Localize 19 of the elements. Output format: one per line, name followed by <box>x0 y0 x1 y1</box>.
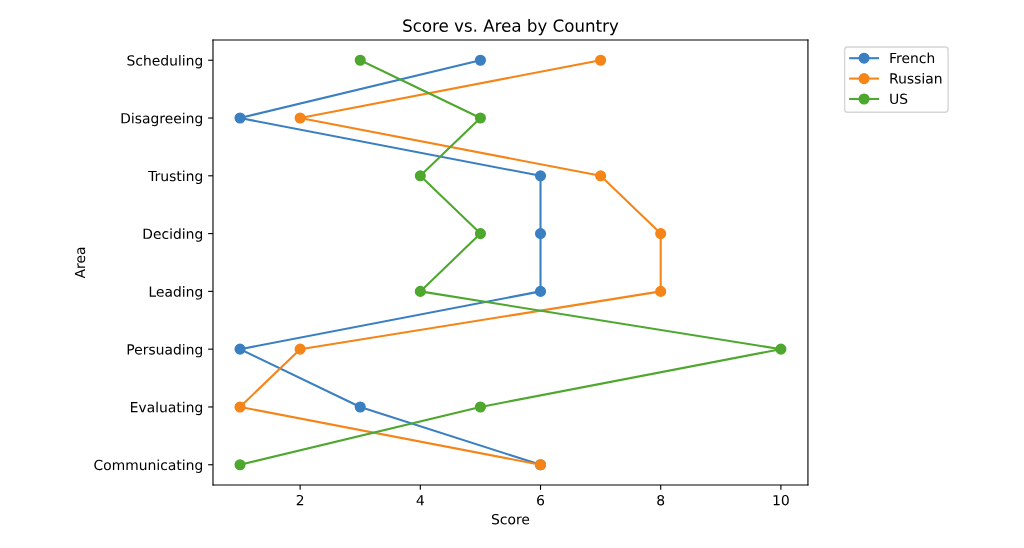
y-tick-label: Disagreeing <box>121 112 203 127</box>
y-axis-title: Area <box>74 247 86 279</box>
y-tick-label: Leading <box>149 286 202 300</box>
y-tick-label: Communicating <box>94 459 203 473</box>
y-tick-label: Trusting <box>148 170 203 184</box>
x-tick-label: 6 <box>537 494 545 506</box>
x-tick-label: 2 <box>296 494 304 506</box>
y-tick-label: Evaluating <box>131 401 203 416</box>
x-tick-label: 4 <box>416 495 424 506</box>
y-tick-label: Persuading <box>127 343 203 358</box>
x-tick-label: 10 <box>773 494 789 506</box>
x-tick-label: 8 <box>657 494 665 506</box>
x-axis-title: Score <box>491 513 530 525</box>
legend-label: French <box>890 52 935 64</box>
y-tick-label: Deciding <box>143 228 203 242</box>
legend-label: Russian <box>890 72 942 84</box>
legend-label: US <box>890 93 908 105</box>
chart-title: Score vs. Area by Country <box>403 19 619 36</box>
y-tick-label: Scheduling <box>127 54 203 69</box>
